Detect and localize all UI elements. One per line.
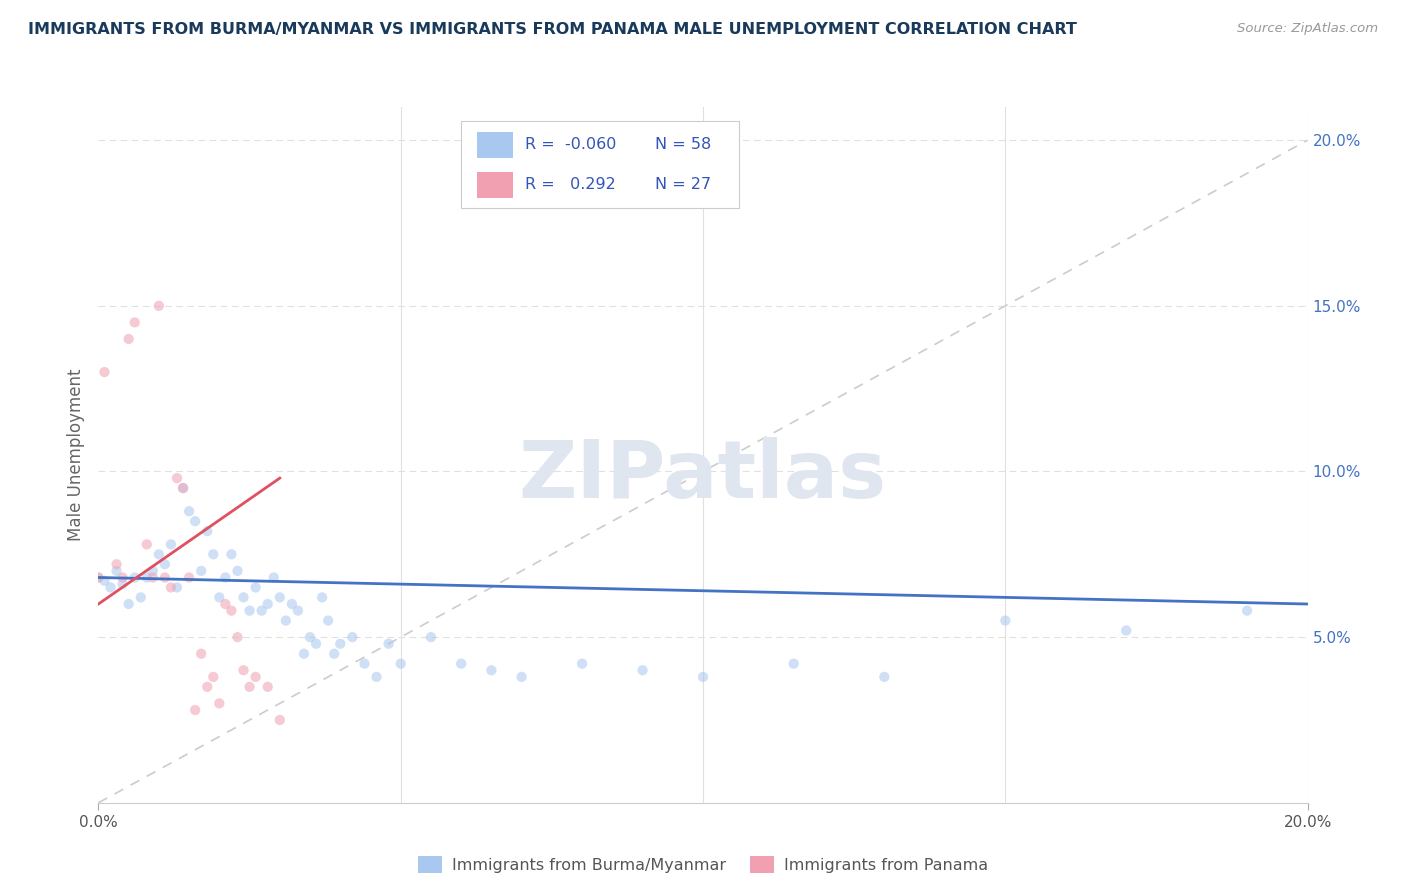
Point [87,570,110,584]
Point [571,657,593,671]
Point [208,591,231,605]
Point [142,570,165,584]
Point [160,537,183,551]
Bar [477,132,513,159]
Point [190,647,212,661]
Point [389,657,412,671]
Point [93,365,115,379]
Point [135,537,157,551]
Point [263,570,285,584]
Point [873,670,896,684]
Point [93,574,115,588]
Point [105,564,128,578]
Bar [477,172,513,198]
Point [245,581,267,595]
Point [292,647,315,661]
Point [342,630,364,644]
Point [221,547,243,561]
Point [118,332,141,346]
Point [353,657,375,671]
Point [256,680,278,694]
Point [179,504,201,518]
Point [226,630,249,644]
Point [329,637,352,651]
Point [994,614,1017,628]
Point [153,570,176,584]
Text: N = 27: N = 27 [655,177,711,192]
Point [87,570,110,584]
Point [1236,604,1258,618]
Text: R =  -0.060: R = -0.060 [526,137,617,152]
Point [129,591,152,605]
Point [166,471,188,485]
Point [179,570,201,584]
Point [366,670,388,684]
Y-axis label: Male Unemployment: Male Unemployment [66,368,84,541]
Point [269,713,291,727]
Point [692,670,714,684]
Point [221,604,243,618]
Point [153,558,176,572]
Point [1115,624,1137,638]
Point [299,630,322,644]
Point [105,558,128,572]
Point [783,657,806,671]
Point [166,581,188,595]
Point [172,481,194,495]
Point [160,581,183,595]
Point [202,670,225,684]
Point [269,591,291,605]
Point [190,564,212,578]
Point [142,564,165,578]
Point [232,591,254,605]
Point [135,570,157,584]
Text: Source: ZipAtlas.com: Source: ZipAtlas.com [1237,22,1378,36]
Point [256,597,278,611]
Point [239,604,262,618]
Point [208,697,231,711]
Point [311,591,333,605]
Point [124,570,146,584]
Point [232,663,254,677]
Point [226,564,249,578]
Legend: Immigrants from Burma/Myanmar, Immigrants from Panama: Immigrants from Burma/Myanmar, Immigrant… [412,849,994,880]
Point [631,663,654,677]
Point [195,524,218,538]
Point [124,315,146,329]
Point [111,570,134,584]
Point [250,604,273,618]
Point [202,547,225,561]
Point [214,597,236,611]
Point [148,299,170,313]
Point [323,647,346,661]
Point [287,604,309,618]
Point [420,630,443,644]
Point [184,703,207,717]
Point [316,614,339,628]
Text: ZIPatlas: ZIPatlas [519,437,887,515]
Point [481,663,503,677]
Point [377,637,399,651]
Point [111,577,134,591]
Point [100,581,122,595]
Point [510,670,533,684]
Point [214,570,236,584]
Point [118,597,141,611]
Point [148,547,170,561]
Point [239,680,262,694]
Point [172,481,194,495]
Point [305,637,328,651]
Point [184,514,207,528]
Point [245,670,267,684]
Text: IMMIGRANTS FROM BURMA/MYANMAR VS IMMIGRANTS FROM PANAMA MALE UNEMPLOYMENT CORREL: IMMIGRANTS FROM BURMA/MYANMAR VS IMMIGRA… [28,22,1077,37]
Point [274,614,297,628]
Text: R =   0.292: R = 0.292 [526,177,616,192]
Point [450,657,472,671]
Text: N = 58: N = 58 [655,137,711,152]
Point [281,597,304,611]
Point [195,680,218,694]
FancyBboxPatch shape [461,121,740,208]
